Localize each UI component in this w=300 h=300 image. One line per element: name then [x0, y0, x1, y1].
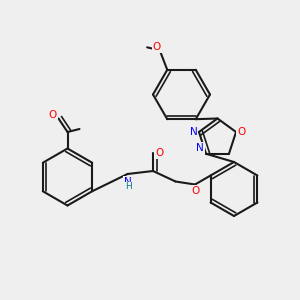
Text: N: N — [196, 143, 204, 153]
Text: N: N — [190, 127, 197, 137]
Text: O: O — [153, 42, 161, 52]
Text: O: O — [237, 127, 246, 137]
Text: O: O — [191, 186, 199, 196]
Text: O: O — [48, 110, 57, 121]
Text: H: H — [126, 182, 132, 191]
Text: N: N — [124, 177, 131, 188]
Text: O: O — [155, 148, 164, 158]
